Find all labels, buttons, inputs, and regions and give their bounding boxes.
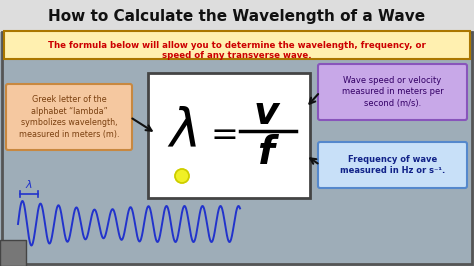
Text: Frequency of wave
measured in Hz or s⁻¹.: Frequency of wave measured in Hz or s⁻¹. — [340, 155, 445, 175]
FancyBboxPatch shape — [0, 0, 474, 32]
Text: v: v — [253, 94, 279, 132]
Text: The formula below will allow you to determine the wavelength, frequency, or: The formula below will allow you to dete… — [48, 40, 426, 49]
FancyBboxPatch shape — [318, 142, 467, 188]
FancyBboxPatch shape — [6, 84, 132, 150]
Text: f: f — [257, 135, 274, 172]
FancyBboxPatch shape — [4, 31, 470, 59]
Text: How to Calculate the Wavelength of a Wave: How to Calculate the Wavelength of a Wav… — [48, 9, 426, 23]
Text: speed of any transverse wave.: speed of any transverse wave. — [162, 51, 312, 60]
Text: Greek letter of the
alphabet “lambda”
symbolizes wavelength,
measured in meters : Greek letter of the alphabet “lambda” sy… — [19, 95, 119, 139]
FancyBboxPatch shape — [318, 64, 467, 120]
FancyBboxPatch shape — [148, 73, 310, 198]
Text: Wave speed or velocity
measured in meters per
second (m/s).: Wave speed or velocity measured in meter… — [342, 76, 443, 108]
Text: $\lambda$: $\lambda$ — [25, 178, 33, 190]
FancyBboxPatch shape — [2, 32, 472, 264]
Text: $\lambda$: $\lambda$ — [167, 106, 197, 159]
FancyBboxPatch shape — [0, 240, 26, 266]
Circle shape — [175, 169, 189, 183]
Text: $=$: $=$ — [203, 117, 237, 150]
